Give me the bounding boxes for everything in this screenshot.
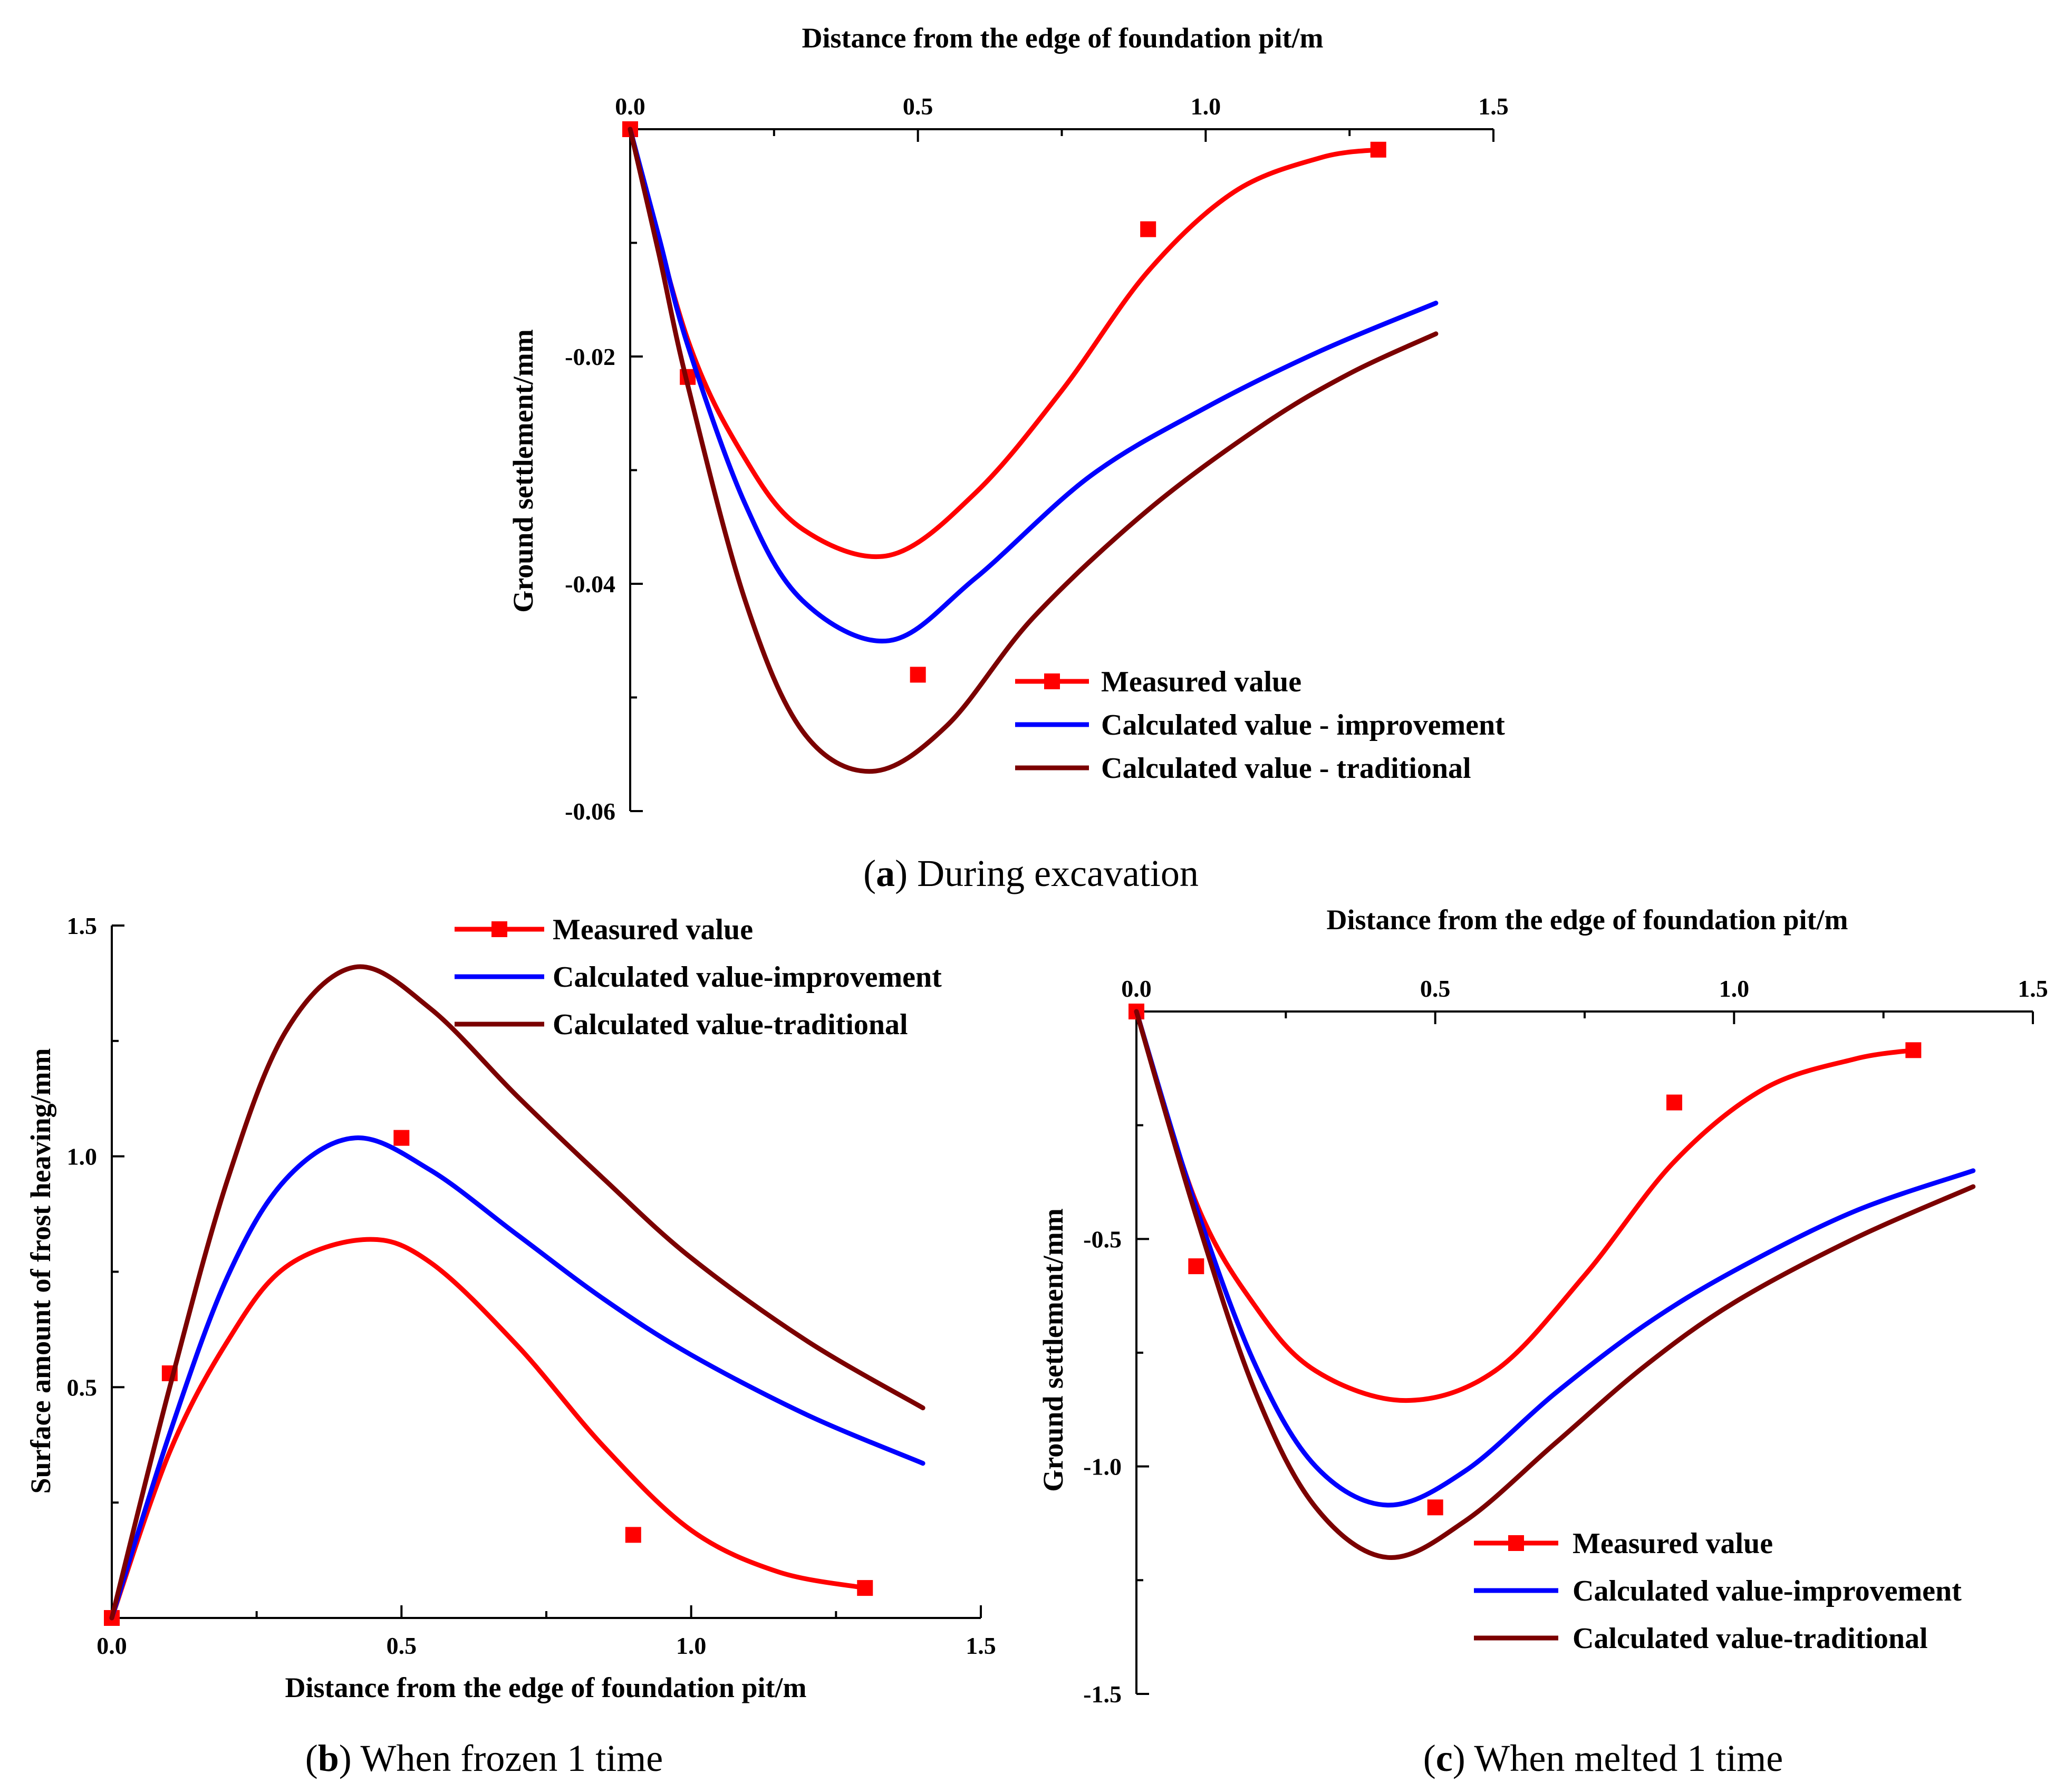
y-tick-label: 1.0 bbox=[67, 1143, 98, 1170]
legend-label-traditional: Calculated value-traditional bbox=[553, 1008, 908, 1041]
caption-letter: b bbox=[318, 1737, 339, 1779]
series-line-measured bbox=[628, 127, 1381, 560]
data-point-measured bbox=[910, 667, 926, 683]
panel-caption: (a) During excavation bbox=[863, 852, 1199, 894]
y-tick-label: -0.02 bbox=[565, 343, 615, 370]
data-point-measured bbox=[1370, 141, 1386, 158]
x-tick-label: 1.0 bbox=[1191, 93, 1221, 120]
data-point-measured bbox=[1427, 1499, 1443, 1516]
legend-marker-measured bbox=[1508, 1535, 1524, 1551]
caption-paren-close: ) bbox=[895, 852, 917, 894]
y-axis-title: Surface amount of frost heaving/mm bbox=[25, 1048, 56, 1494]
data-point-measured bbox=[857, 1580, 873, 1596]
caption-text: When frozen 1 time bbox=[360, 1737, 663, 1779]
series-line-traditional bbox=[1134, 1009, 1976, 1560]
x-tick-label: 1.0 bbox=[676, 1632, 707, 1659]
data-point-measured bbox=[1905, 1042, 1922, 1058]
legend: Measured value Calculated value-improveme… bbox=[1474, 1527, 1962, 1655]
x-tick-label: 0.0 bbox=[615, 93, 645, 120]
x-tick-label: 0.0 bbox=[1121, 975, 1152, 1002]
x-tick-label: 0.5 bbox=[1420, 975, 1451, 1002]
y-tick-label: -1.0 bbox=[1083, 1453, 1122, 1480]
chart-c: 0.0 0.5 1.0 1.5 -0.5 -1.0 -1.5 Distance from th… bbox=[1037, 904, 2048, 1779]
caption-letter: a bbox=[876, 852, 895, 894]
series-line-measured bbox=[109, 1237, 867, 1621]
legend-marker-measured bbox=[1044, 673, 1060, 689]
data-point-measured bbox=[1666, 1094, 1682, 1111]
legend-marker-measured bbox=[491, 921, 507, 937]
caption-paren-open: ( bbox=[863, 852, 876, 894]
legend-label-improvement: Calculated value-improvement bbox=[553, 961, 942, 994]
panel-caption: (c) When melted 1 time bbox=[1423, 1737, 1783, 1779]
x-axis-title: Distance from the edge of foundation pit… bbox=[802, 22, 1324, 54]
y-tick-label: -0.06 bbox=[565, 798, 615, 825]
x-tick-label: 1.5 bbox=[2018, 975, 2048, 1002]
data-point-measured bbox=[393, 1130, 410, 1146]
caption-letter: c bbox=[1436, 1737, 1453, 1779]
x-tick-label: 1.5 bbox=[1478, 93, 1509, 120]
series-line-measured bbox=[1134, 1009, 1916, 1403]
y-axis-title: Ground settlement/mm bbox=[507, 329, 539, 612]
caption-text: When melted 1 time bbox=[1474, 1737, 1783, 1779]
legend-label-improvement: Calculated value - improvement bbox=[1101, 709, 1505, 741]
series-line-improvement bbox=[628, 127, 1439, 644]
data-point-measured bbox=[1188, 1258, 1204, 1275]
y-tick-label: -1.5 bbox=[1083, 1681, 1122, 1708]
legend-label-traditional: Calculated value - traditional bbox=[1101, 752, 1471, 785]
data-point-measured bbox=[1140, 221, 1156, 237]
legend-label-measured: Measured value bbox=[1573, 1527, 1773, 1560]
y-tick-label: 0.5 bbox=[67, 1374, 98, 1401]
series-line-improvement bbox=[1134, 1009, 1976, 1508]
x-tick-label: 0.5 bbox=[387, 1632, 417, 1659]
data-point-measured bbox=[625, 1527, 641, 1543]
x-axis-title: Distance from the edge of foundation pit… bbox=[1327, 904, 1848, 936]
legend-label-measured: Measured value bbox=[553, 913, 753, 946]
chart-a: 0.0 0.5 1.0 1.5 -0.02 -0.04 -0.06 Distance from… bbox=[507, 22, 1509, 894]
y-tick-label: -0.5 bbox=[1083, 1226, 1122, 1253]
y-tick-label: 1.5 bbox=[67, 912, 98, 939]
x-tick-label: 1.5 bbox=[966, 1632, 996, 1659]
x-tick-label: 0.5 bbox=[903, 93, 933, 120]
caption-paren-close: ) bbox=[339, 1737, 361, 1779]
legend-label-traditional: Calculated value-traditional bbox=[1573, 1622, 1928, 1655]
x-tick-label: 1.0 bbox=[1719, 975, 1750, 1002]
x-tick-label: 0.0 bbox=[97, 1632, 127, 1659]
panel-caption: (b) When frozen 1 time bbox=[305, 1737, 663, 1779]
caption-paren-open: ( bbox=[305, 1737, 318, 1779]
legend: Measured value Calculated value - improve… bbox=[1015, 666, 1505, 785]
legend: Measured value Calculated value-improveme… bbox=[455, 913, 942, 1041]
caption-text: During excavation bbox=[917, 852, 1199, 894]
series-line-traditional bbox=[628, 127, 1439, 774]
caption-paren-open: ( bbox=[1423, 1737, 1436, 1779]
y-axis-title: Ground settlement/mm bbox=[1037, 1208, 1069, 1491]
x-axis-title: Distance from the edge of foundation pit… bbox=[285, 1672, 807, 1703]
series-line-traditional bbox=[109, 964, 925, 1621]
chart-b: 0.0 0.5 1.0 1.5 0.5 1.0 1.5 Distance from the e… bbox=[25, 912, 996, 1779]
series-line-improvement bbox=[109, 1135, 925, 1621]
y-tick-label: -0.04 bbox=[565, 571, 615, 598]
caption-paren-close: ) bbox=[1453, 1737, 1474, 1779]
legend-label-measured: Measured value bbox=[1101, 666, 1301, 698]
legend-label-improvement: Calculated value-improvement bbox=[1573, 1575, 1962, 1607]
